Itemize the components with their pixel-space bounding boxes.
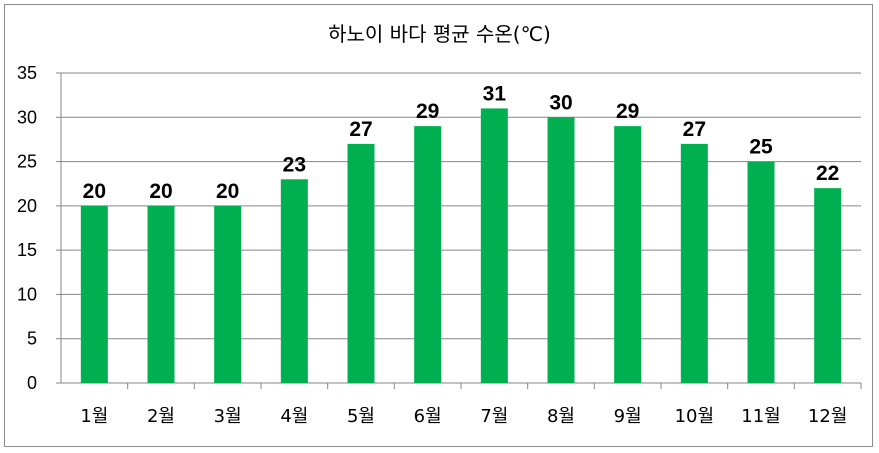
- x-tick-label: 11월: [741, 406, 780, 427]
- data-labels: 20 20 20 23 27 29 31 30 29 27 25 22: [83, 82, 840, 202]
- bar: [414, 126, 442, 384]
- x-tick-label: 4월: [280, 406, 308, 427]
- y-tick-label: 10: [17, 284, 37, 304]
- data-label: 31: [483, 82, 507, 105]
- data-label: 20: [216, 180, 239, 203]
- data-label: 22: [816, 162, 839, 185]
- x-tick-label: 7월: [480, 406, 508, 427]
- data-label: 29: [416, 100, 439, 123]
- x-tick-label: 1월: [80, 406, 108, 427]
- data-label: 20: [149, 180, 172, 203]
- bar: [747, 161, 775, 383]
- x-tick-label: 10월: [675, 406, 714, 427]
- y-tick-label: 15: [17, 240, 37, 260]
- x-tick-label: 8월: [547, 406, 575, 427]
- data-label: 29: [616, 100, 639, 123]
- x-axis-labels: 1월 2월 3월 4월 5월 6월 7월 8월 9월 10월 11월 12월: [80, 406, 847, 427]
- data-label: 27: [683, 118, 706, 141]
- bar: [347, 143, 375, 383]
- y-tick-label: 25: [17, 152, 37, 172]
- bar: [614, 126, 642, 384]
- bar: [214, 205, 242, 383]
- data-label: 30: [549, 91, 572, 114]
- gridlines: [56, 72, 862, 389]
- y-tick-label: 30: [17, 107, 37, 127]
- bar: [80, 205, 108, 383]
- x-tick-label: 12월: [808, 406, 847, 427]
- y-axis-ticks: 0 5 10 15 20 25 30 35: [17, 63, 37, 393]
- y-tick-label: 5: [27, 329, 37, 349]
- x-tick-label: 6월: [414, 406, 442, 427]
- data-label: 25: [749, 136, 773, 159]
- x-tick-label: 5월: [347, 406, 375, 427]
- chart-title: 하노이 바다 평균 수온(℃): [328, 22, 551, 46]
- y-tick-label: 35: [17, 63, 37, 83]
- bars: [80, 108, 842, 384]
- x-tick-label: 2월: [147, 406, 175, 427]
- data-label: 23: [283, 153, 306, 176]
- bar: [480, 108, 508, 383]
- y-tick-label: 0: [27, 373, 37, 393]
- x-tick-label: 9월: [614, 406, 642, 427]
- data-label: 20: [83, 180, 106, 203]
- data-label: 27: [349, 118, 372, 141]
- bar: [147, 205, 175, 383]
- bar: [680, 143, 708, 383]
- bar: [547, 117, 575, 384]
- y-tick-label: 20: [17, 196, 37, 216]
- x-tick-label: 3월: [214, 406, 242, 427]
- bar: [814, 188, 842, 383]
- bar: [280, 179, 308, 383]
